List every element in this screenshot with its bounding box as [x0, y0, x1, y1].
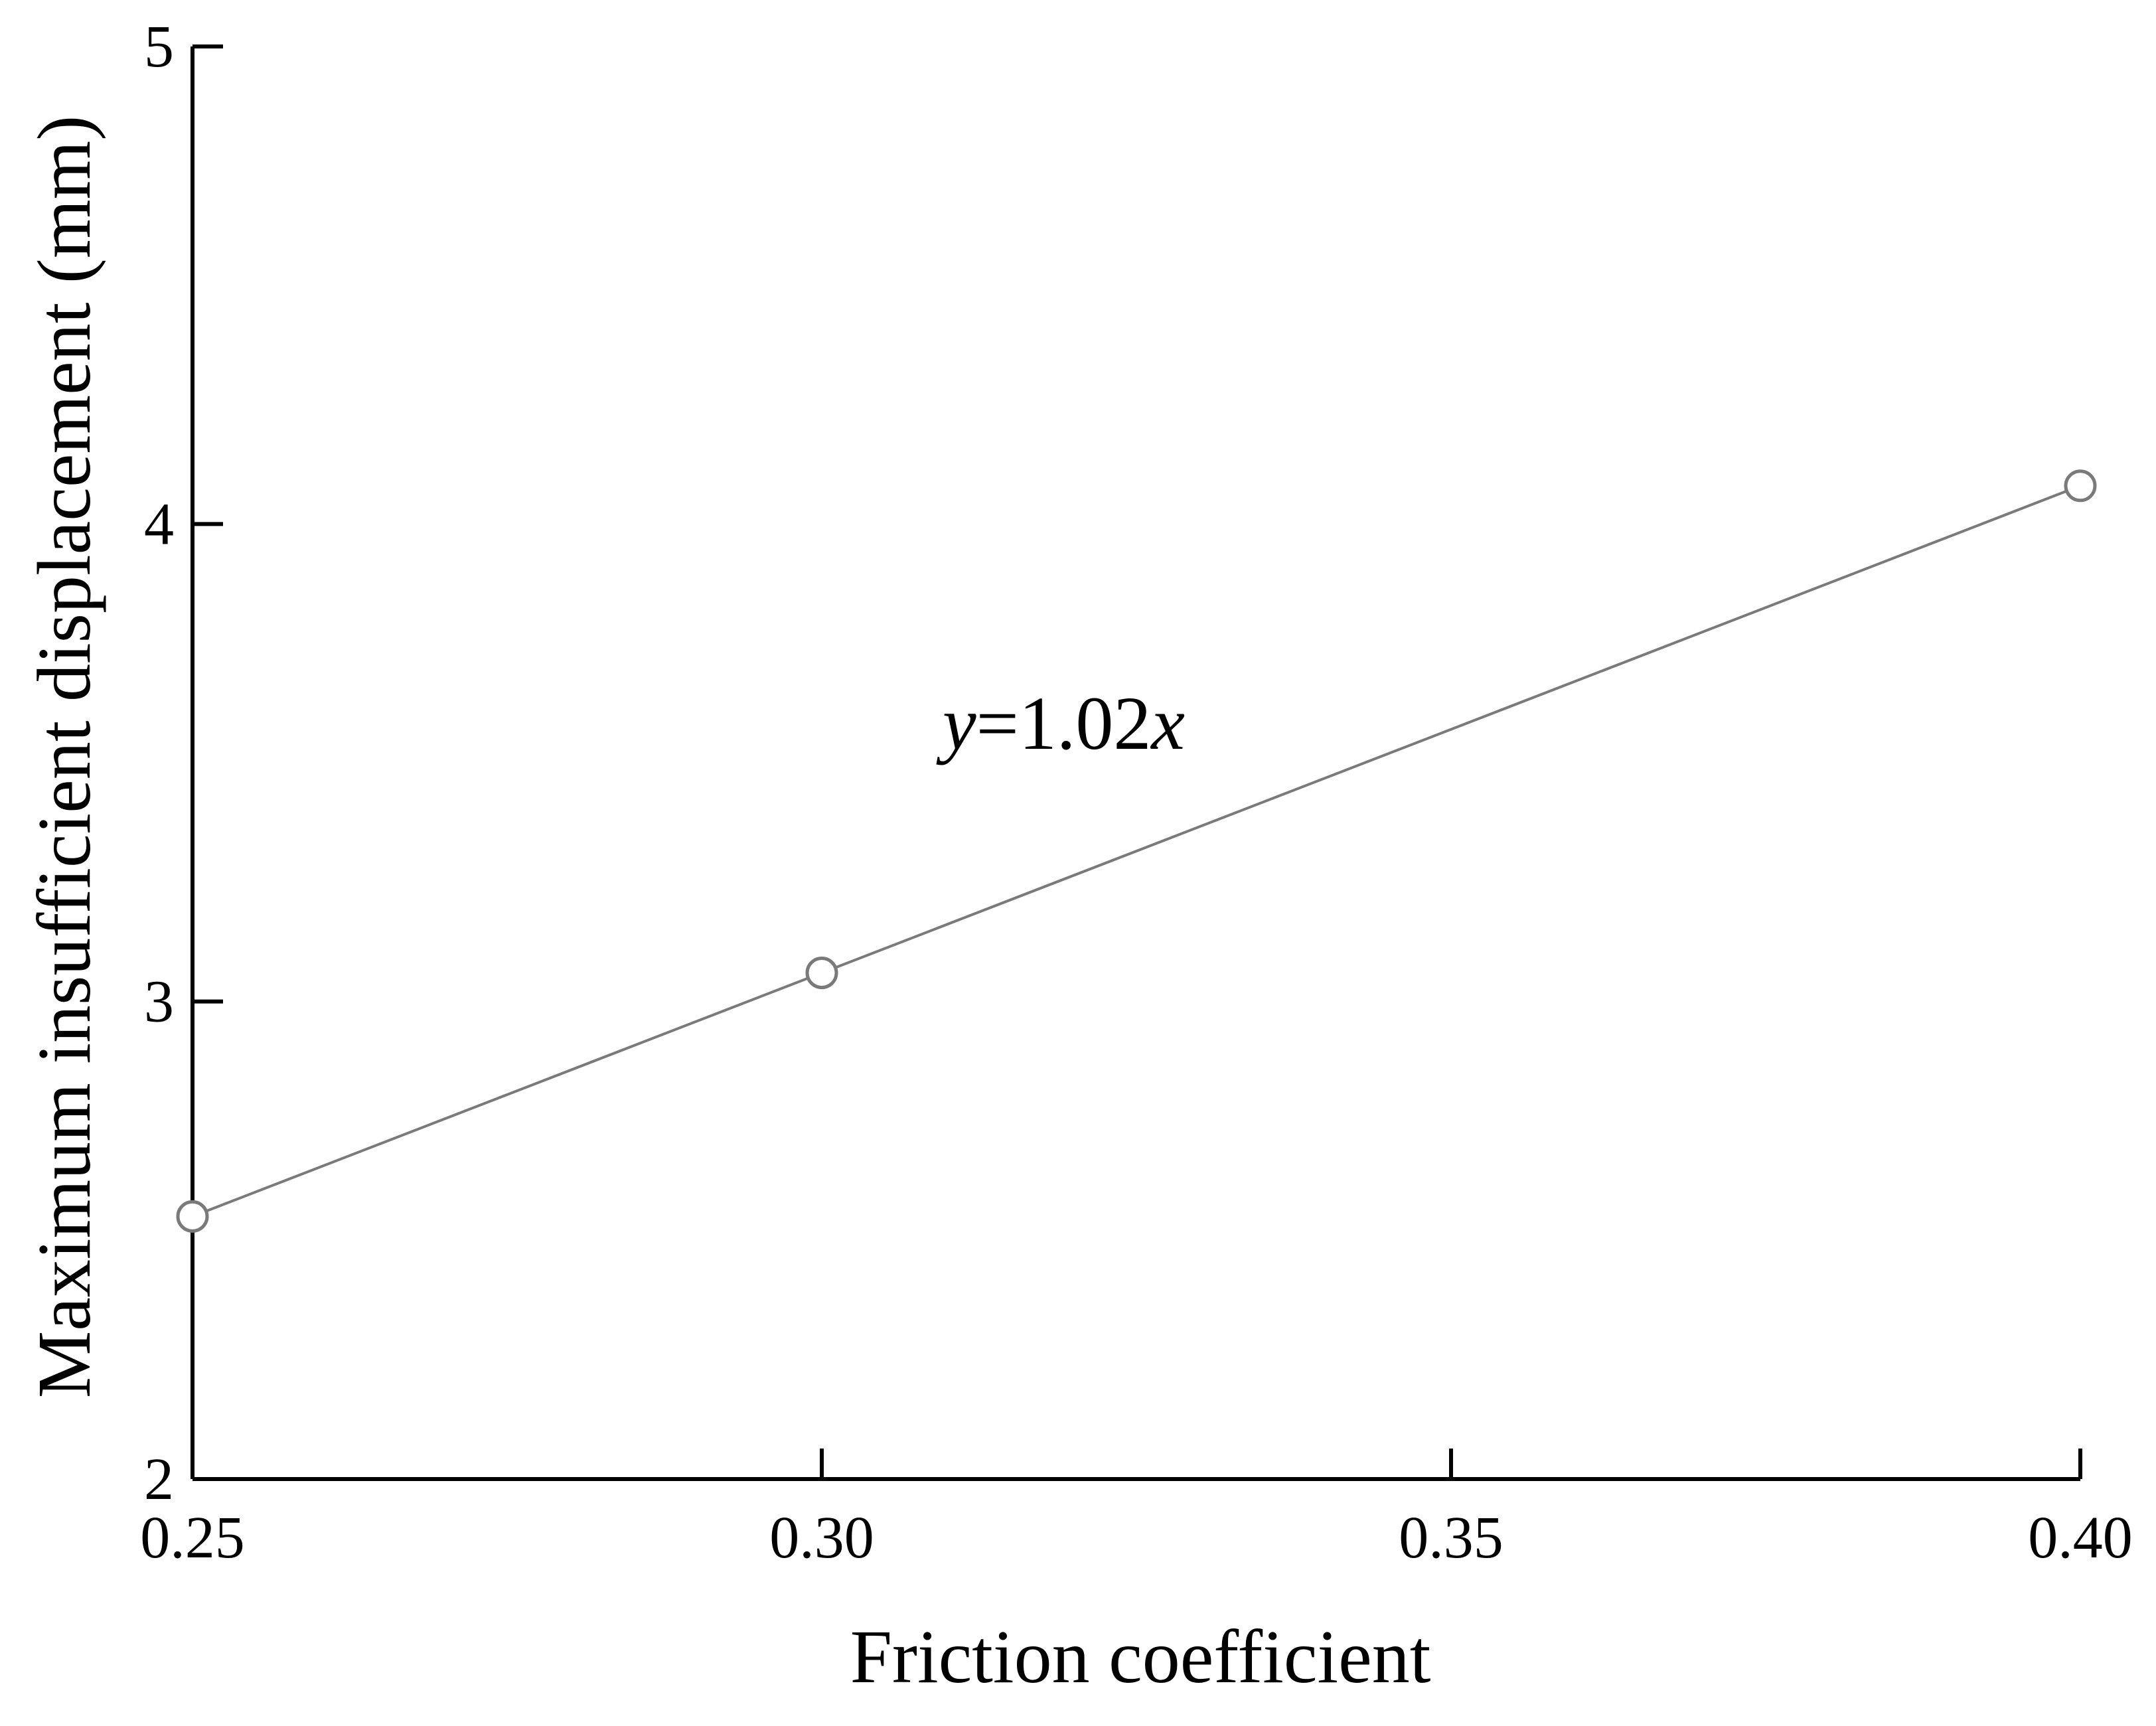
y-tick-label: 3 — [144, 969, 174, 1035]
x-ticks: 0.25 0.30 0.35 0.40 — [140, 1449, 2133, 1571]
x-tick-label: 0.35 — [1399, 1505, 1503, 1571]
data-point — [805, 957, 838, 990]
y-axis-label: Maximum insufficient displacement (mm) — [22, 116, 106, 1398]
equation-coefficient: =1.02 — [976, 681, 1152, 765]
y-tick-label: 2 — [144, 1447, 174, 1512]
x-tick-label: 0.30 — [769, 1505, 874, 1571]
data-point — [176, 1200, 209, 1233]
equation-var-y: y — [936, 681, 976, 765]
y-tick-label: 4 — [144, 491, 174, 557]
x-axis-label: Friction coefficient — [850, 1614, 1431, 1699]
y-tick-label: 5 — [144, 14, 174, 80]
equation-annotation: y=1.02x — [936, 681, 1185, 765]
series — [176, 469, 2097, 1233]
y-ticks: 2 3 4 5 — [144, 14, 223, 1512]
x-tick-label: 0.25 — [140, 1505, 245, 1571]
series-line — [192, 484, 2081, 1218]
data-point — [2064, 469, 2097, 503]
axes — [191, 46, 2080, 1481]
x-tick-label: 0.40 — [2028, 1505, 2133, 1571]
equation-var-x: x — [1150, 681, 1185, 765]
